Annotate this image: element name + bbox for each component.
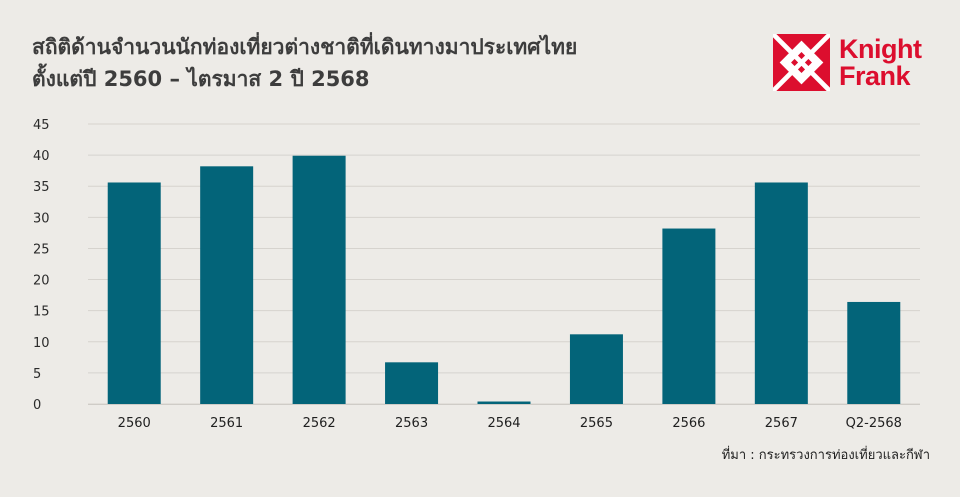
bar-2564 bbox=[477, 401, 531, 404]
bar-2565 bbox=[569, 334, 623, 404]
y-tick-label: 0 bbox=[33, 398, 41, 413]
x-tick-label: 2567 bbox=[765, 416, 798, 431]
logo-word-frank: Frank bbox=[839, 61, 911, 91]
x-tick-label: 2561 bbox=[210, 416, 243, 431]
knight-frank-logo-icon bbox=[773, 34, 830, 91]
bar-2566 bbox=[662, 228, 716, 404]
y-tick-label: 10 bbox=[33, 336, 50, 351]
x-tick-label: 2565 bbox=[580, 416, 613, 431]
bars bbox=[107, 155, 901, 404]
x-tick-label: Q2-2568 bbox=[846, 416, 902, 431]
x-axis-tick-labels: 2560 2561 2562 2563 2564 2565 2566 2567 Q2-2568 bbox=[118, 416, 902, 431]
source-note: ที่มา : กระทรวงการท่องเที่ยวและกีฬา bbox=[721, 448, 930, 463]
bar-2560 bbox=[107, 182, 161, 404]
bar-Q2-2568 bbox=[847, 301, 901, 404]
y-tick-label: 40 bbox=[33, 149, 50, 164]
y-tick-label: 25 bbox=[33, 242, 50, 257]
knight-frank-logo-text: Knight Frank bbox=[839, 34, 922, 91]
y-axis-tick-labels: 45 40 35 30 25 20 15 10 5 0 bbox=[33, 118, 50, 413]
x-tick-label: 2560 bbox=[118, 416, 151, 431]
y-tick-label: 30 bbox=[33, 211, 50, 226]
y-tick-label: 35 bbox=[33, 180, 50, 195]
bar-2563 bbox=[385, 362, 439, 404]
x-tick-label: 2562 bbox=[303, 416, 336, 431]
logo-word-knight: Knight bbox=[839, 34, 922, 64]
x-tick-label: 2563 bbox=[395, 416, 428, 431]
y-tick-label: 15 bbox=[33, 305, 50, 320]
bar-2562 bbox=[292, 155, 346, 404]
x-tick-label: 2564 bbox=[487, 416, 520, 431]
chart-title-line-2: ตั้งแต่ปี 2560 – ไตรมาส 2 ปี 2568 bbox=[32, 67, 370, 91]
x-tick-label: 2566 bbox=[672, 416, 705, 431]
y-tick-label: 45 bbox=[33, 118, 50, 133]
y-tick-label: 5 bbox=[33, 367, 41, 382]
chart-title-line-1: สถิติด้านจำนวนนักท่องเที่ยวต่างชาติที่เด… bbox=[32, 35, 578, 59]
bar-2567 bbox=[754, 182, 808, 404]
y-tick-label: 20 bbox=[33, 274, 50, 289]
chart-title: สถิติด้านจำนวนนักท่องเที่ยวต่างชาติที่เด… bbox=[32, 31, 577, 95]
bar-2561 bbox=[200, 166, 254, 404]
